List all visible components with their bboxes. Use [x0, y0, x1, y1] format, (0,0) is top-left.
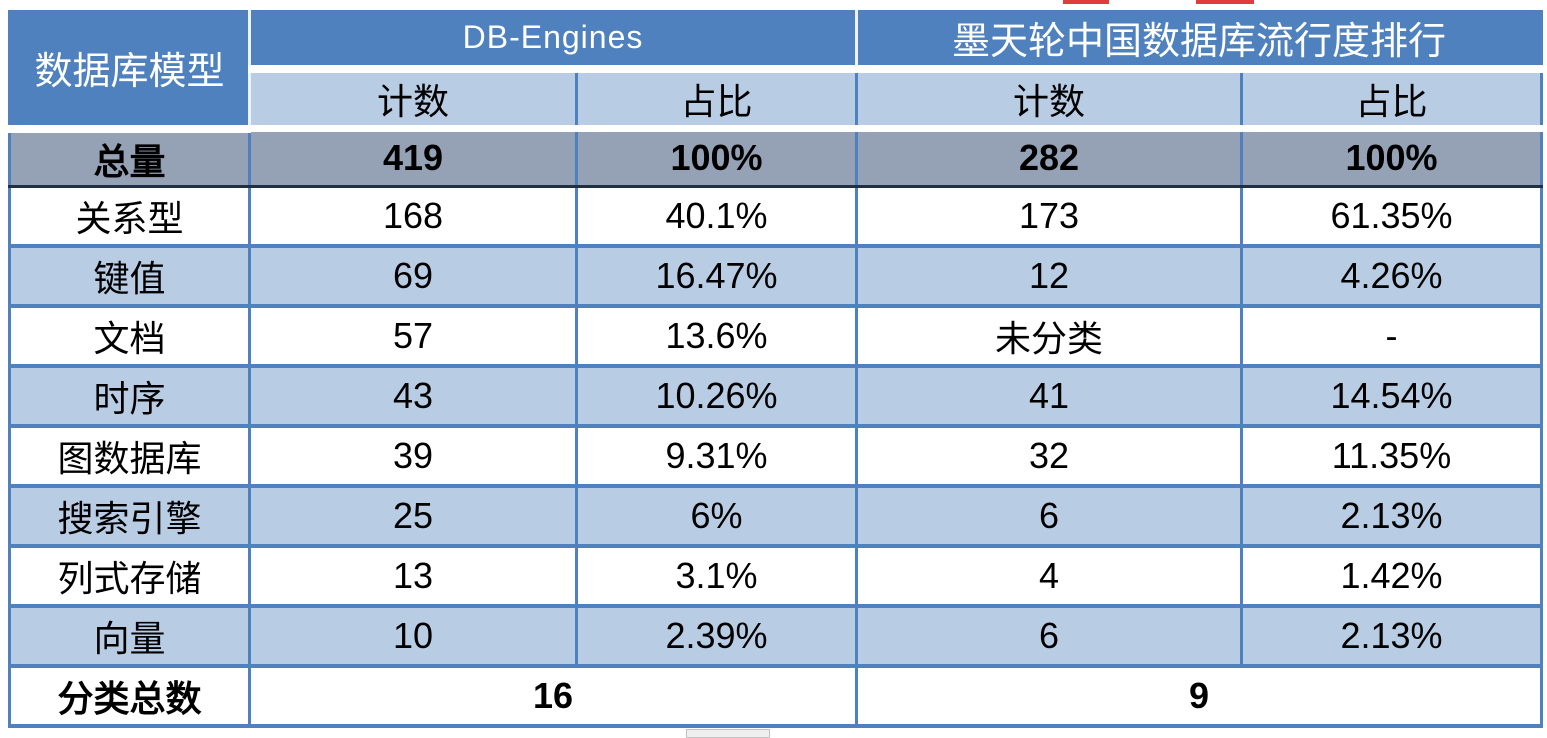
table-cell-merged: 16: [248, 665, 857, 726]
table-cell: 100%: [1239, 127, 1542, 188]
table-row: 文档 57 13.6% 未分类 -: [9, 305, 1542, 368]
table-cell-merged: 9: [854, 665, 1542, 726]
table-row: 搜索引擎 25 6% 6 2.13%: [9, 485, 1542, 548]
table-cell: 2.13%: [1239, 485, 1542, 548]
table-cell: 2.39%: [575, 605, 857, 668]
table-cell: 未分类: [855, 305, 1242, 368]
row-label: 关系型: [9, 186, 250, 248]
table-cell: 6: [855, 485, 1242, 548]
row-label: 时序: [9, 365, 250, 428]
row-label: 搜索引擎: [9, 485, 250, 548]
table-cell: 14.54%: [1239, 365, 1542, 428]
table-cell: 41: [855, 365, 1242, 428]
table-cell: 25: [248, 485, 577, 548]
table-cell: 61.35%: [1239, 186, 1542, 248]
table-cell: 13: [248, 545, 577, 608]
row-label: 列式存储: [9, 545, 250, 608]
database-model-comparison-table: 数据库模型 DB-Engines 墨天轮中国数据库流行度排行 计数 占比 计数 …: [8, 10, 1544, 728]
table-row: 键值 69 16.47% 12 4.26%: [9, 245, 1542, 308]
row-label: 分类总数: [9, 665, 250, 726]
row-label: 图数据库: [9, 425, 250, 488]
table-cell: 282: [855, 127, 1242, 188]
subheader-share-dbengines: 占比: [575, 65, 857, 132]
table-cell: 40.1%: [575, 186, 857, 248]
red-edge-artifact: [1063, 0, 1109, 4]
row-label: 文档: [9, 305, 250, 368]
red-edge-artifact: [1196, 0, 1254, 4]
table-cell: 3.1%: [575, 545, 857, 608]
table-cell: 10: [248, 605, 577, 668]
subheader-row: 计数 占比 计数 占比: [10, 65, 1542, 132]
table-row: 时序 43 10.26% 41 14.54%: [9, 365, 1542, 428]
table-cell: 13.6%: [575, 305, 857, 368]
table-cell: 100%: [575, 127, 857, 188]
subheader-share-motianlun: 占比: [1239, 65, 1542, 132]
total-row: 总量 419 100% 282 100%: [9, 127, 1542, 188]
table-cell: 11.35%: [1239, 425, 1542, 488]
table-cell: 39: [248, 425, 577, 488]
row-label: 向量: [9, 605, 250, 668]
bottom-edge-artifact: [686, 729, 770, 738]
table-cell: 57: [248, 305, 577, 368]
table-cell: 6: [855, 605, 1242, 668]
table-cell: 9.31%: [575, 425, 857, 488]
table-cell: 10.26%: [575, 365, 857, 428]
group-header-motianlun: 墨天轮中国数据库流行度排行: [854, 10, 1542, 69]
row-label: 总量: [9, 127, 250, 188]
table-cell: 6%: [575, 485, 857, 548]
table-row: 向量 10 2.39% 6 2.13%: [9, 605, 1542, 668]
subheader-count-motianlun: 计数: [855, 65, 1242, 132]
group-header-row: 数据库模型 DB-Engines 墨天轮中国数据库流行度排行: [9, 10, 1542, 133]
table-row: 列式存储 13 3.1% 4 1.42%: [9, 545, 1542, 608]
table-row: 关系型 168 40.1% 173 61.35%: [9, 186, 1542, 248]
category-total-row: 分类总数 16 9: [9, 665, 1542, 726]
table-cell: 2.13%: [1239, 605, 1542, 668]
table-cell: 419: [248, 127, 577, 188]
table-row: 图数据库 39 9.31% 32 11.35%: [9, 425, 1542, 488]
group-header-dbengines: DB-Engines: [249, 10, 857, 69]
table-cell: 12: [855, 245, 1242, 308]
table-cell: 16.47%: [575, 245, 857, 308]
table-cell: 4.26%: [1239, 245, 1542, 308]
table-cell: 43: [248, 365, 577, 428]
table-cell: 69: [248, 245, 577, 308]
table-cell: 1.42%: [1239, 545, 1542, 608]
table-cell: 173: [855, 186, 1242, 248]
corner-header-cell: 数据库模型: [9, 10, 251, 133]
subheader-count-dbengines: 计数: [248, 65, 577, 132]
table-cell: 32: [855, 425, 1242, 488]
table-cell: -: [1239, 305, 1542, 368]
row-label: 键值: [9, 245, 250, 308]
table-cell: 4: [855, 545, 1242, 608]
table-cell: 168: [248, 186, 577, 248]
